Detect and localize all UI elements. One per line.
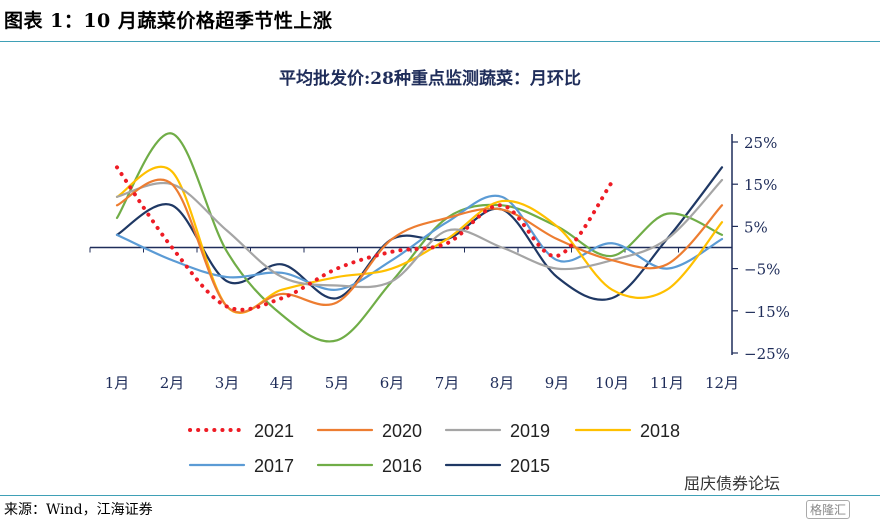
x-tick-label: 5月 bbox=[325, 374, 350, 392]
legend-label-2017: 2017 bbox=[254, 456, 294, 476]
legend-label-2021: 2021 bbox=[254, 421, 294, 441]
bottom-divider bbox=[0, 495, 880, 496]
legend-label-2016: 2016 bbox=[382, 456, 422, 476]
y-tick-label: 5% bbox=[744, 218, 768, 236]
x-tick-label: 2月 bbox=[160, 374, 185, 392]
y-tick-label: −5% bbox=[744, 261, 780, 279]
page-title: 图表 1：10 月蔬菜价格超季节性上涨 bbox=[4, 10, 333, 32]
legend-label-2015: 2015 bbox=[510, 456, 550, 476]
y-tick-label: −25% bbox=[744, 345, 790, 363]
x-tick-label: 8月 bbox=[490, 374, 515, 392]
legend: 2021 2020 2019 2018 2017 2016 2015 bbox=[188, 421, 680, 476]
series-line-2015 bbox=[115, 166, 724, 301]
series-line-2021 bbox=[115, 165, 614, 312]
watermark-logo: 格隆汇 bbox=[806, 500, 851, 519]
x-tick-label: 12月 bbox=[705, 374, 739, 392]
series-line-2017 bbox=[115, 194, 724, 291]
x-tick-label: 1月 bbox=[105, 374, 130, 392]
chart-title: 平均批发价:28种重点监测蔬菜：月环比 bbox=[279, 68, 581, 89]
line-chart: 平均批发价:28种重点监测蔬菜：月环比 1月 2月 3月 4月 5月 6月 7月 8月 9月 10… bbox=[89, 68, 790, 476]
top-divider bbox=[0, 41, 880, 42]
x-tick-label: 11月 bbox=[650, 374, 684, 392]
series-line-2020 bbox=[115, 178, 724, 314]
y-tick-label: −15% bbox=[744, 303, 790, 321]
x-tick-label: 10月 bbox=[595, 374, 629, 392]
series-line-2018 bbox=[115, 165, 724, 314]
x-tick-label: 7月 bbox=[435, 374, 460, 392]
legend-label-2019: 2019 bbox=[510, 421, 550, 441]
x-tick-label: 4月 bbox=[270, 374, 295, 392]
x-tick-label: 3月 bbox=[215, 374, 240, 392]
series-line-2019 bbox=[115, 178, 724, 289]
watermark: 屈庆债券论坛 bbox=[684, 474, 781, 493]
legend-label-2020: 2020 bbox=[382, 421, 422, 441]
x-tick-label: 9月 bbox=[545, 374, 570, 392]
y-tick-label: 15% bbox=[744, 176, 777, 194]
legend-label-2018: 2018 bbox=[640, 421, 680, 441]
y-tick-label: 25% bbox=[744, 134, 777, 152]
axes: 1月 2月 3月 4月 5月 6月 7月 8月 9月 10月 11月 12月 25% 15% 5% −5% −1… bbox=[89, 134, 790, 392]
source-note: 来源：Wind，江海证券 bbox=[4, 502, 153, 518]
x-tick-label: 6月 bbox=[380, 374, 405, 392]
series-lines bbox=[115, 132, 724, 343]
